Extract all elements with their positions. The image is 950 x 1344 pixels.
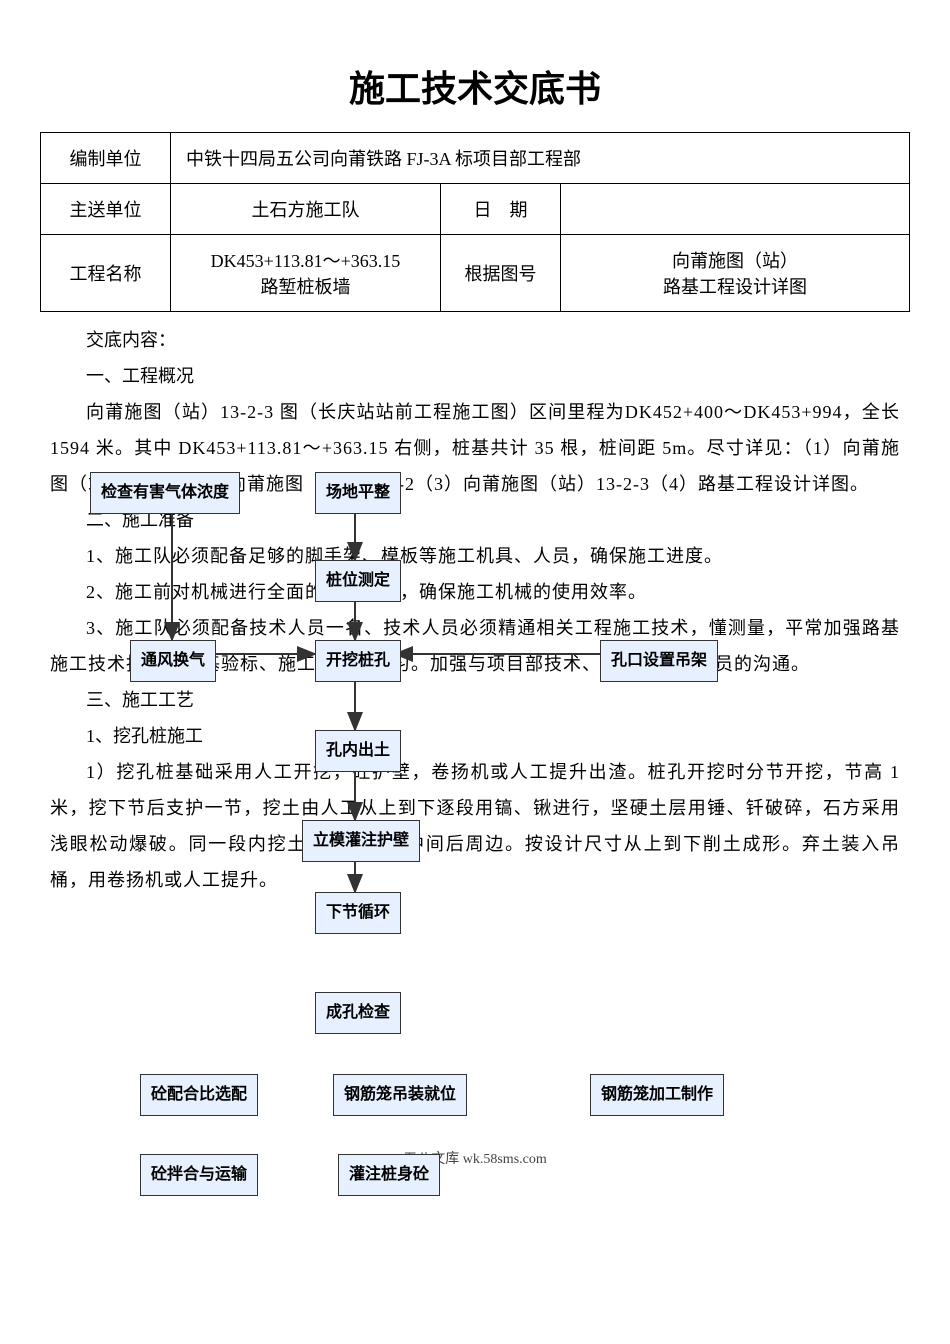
content-section: 交底内容： 一、工程概况 向莆施图（站）13-2-3 图（长庆站站前工程施工图）… — [40, 322, 910, 898]
paragraph: 3、施工队必须配备技术人员一名、技术人员必须精通相关工程施工技术，懂测量，平常加… — [40, 610, 910, 682]
header-table: 编制单位 中铁十四局五公司向莆铁路 FJ-3A 标项目部工程部 主送单位 土石方… — [40, 132, 910, 312]
table-cell-label: 工程名称 — [41, 235, 171, 312]
table-cell-value: 向莆施图（站） 路基工程设计详图 — [561, 235, 910, 312]
section-heading: 三、施工工艺 — [40, 682, 910, 718]
paragraph: 1）挖孔桩基础采用人工开挖，砼护壁，卷扬机或人工提升出渣。桩孔开挖时分节开挖，节… — [40, 754, 910, 898]
table-cell-value: 土石方施工队 — [171, 184, 441, 235]
table-cell-label: 日 期 — [441, 184, 561, 235]
section-heading: 二、施工准备 — [40, 502, 910, 538]
table-row: 编制单位 中铁十四局五公司向莆铁路 FJ-3A 标项目部工程部 — [41, 133, 910, 184]
table-cell-label: 编制单位 — [41, 133, 171, 184]
table-cell-value: DK453+113.81～+363.15 路堑桩板墙 — [171, 235, 441, 312]
paragraph: 向莆施图（站）13-2-3 图（长庆站站前工程施工图）区间里程为DK452+40… — [40, 394, 910, 502]
table-cell-label: 主送单位 — [41, 184, 171, 235]
table-cell-value — [561, 184, 910, 235]
footer-text: 五八文库 wk.58sms.com — [40, 1148, 910, 1168]
section-heading: 一、工程概况 — [40, 358, 910, 394]
paragraph: 1、施工队必须配备足够的脚手架、模板等施工机具、人员，确保施工进度。 — [40, 538, 910, 574]
table-row: 工程名称 DK453+113.81～+363.15 路堑桩板墙 根据图号 向莆施… — [41, 235, 910, 312]
table-cell-value: 中铁十四局五公司向莆铁路 FJ-3A 标项目部工程部 — [171, 133, 910, 184]
table-row: 主送单位 土石方施工队 日 期 — [41, 184, 910, 235]
paragraph: 2、施工前对机械进行全面的维修检修，确保施工机械的使用效率。 — [40, 574, 910, 610]
section-subheading: 1、挖孔桩施工 — [40, 718, 910, 754]
page-title: 施工技术交底书 — [40, 60, 910, 112]
spacer — [40, 898, 910, 1098]
jiaodi-label: 交底内容： — [40, 322, 910, 358]
table-cell-label: 根据图号 — [441, 235, 561, 312]
